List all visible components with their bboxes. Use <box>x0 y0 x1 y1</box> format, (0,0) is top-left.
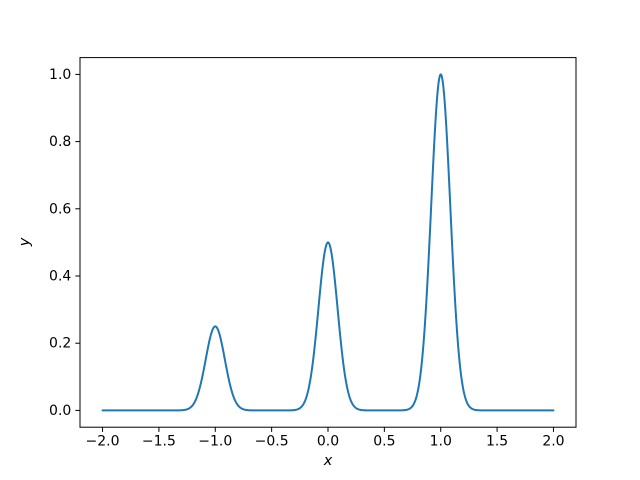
x-tick-label: −1.5 <box>142 433 176 449</box>
x-tick-label: 0.5 <box>373 433 395 449</box>
y-tick-label: 1.0 <box>49 67 71 83</box>
x-axis-label: x <box>323 453 333 469</box>
x-tick-label: −2.0 <box>86 433 120 449</box>
y-tick-label: 0.2 <box>49 336 71 352</box>
x-tick-label: −0.5 <box>255 433 289 449</box>
y-tick-label: 0.4 <box>49 269 71 285</box>
y-tick-label: 0.0 <box>49 403 71 419</box>
x-tick-label: 2.0 <box>542 433 564 449</box>
y-tick-label: 0.8 <box>49 134 71 150</box>
data-line <box>101 73 555 412</box>
x-tick-label: 1.5 <box>486 433 508 449</box>
axes-group: −2.0 −1.5 −1.0 −0.5 0.0 0.5 1.0 1.5 2.0 0.0 0.2 0.4… <box>49 57 577 449</box>
y-tick-label: 0.6 <box>49 201 71 217</box>
x-tick-label: −1.0 <box>198 433 232 449</box>
x-tick-label: 1.0 <box>430 433 452 449</box>
x-tick-label: 0.0 <box>317 433 339 449</box>
y-axis-label: y <box>17 237 33 247</box>
